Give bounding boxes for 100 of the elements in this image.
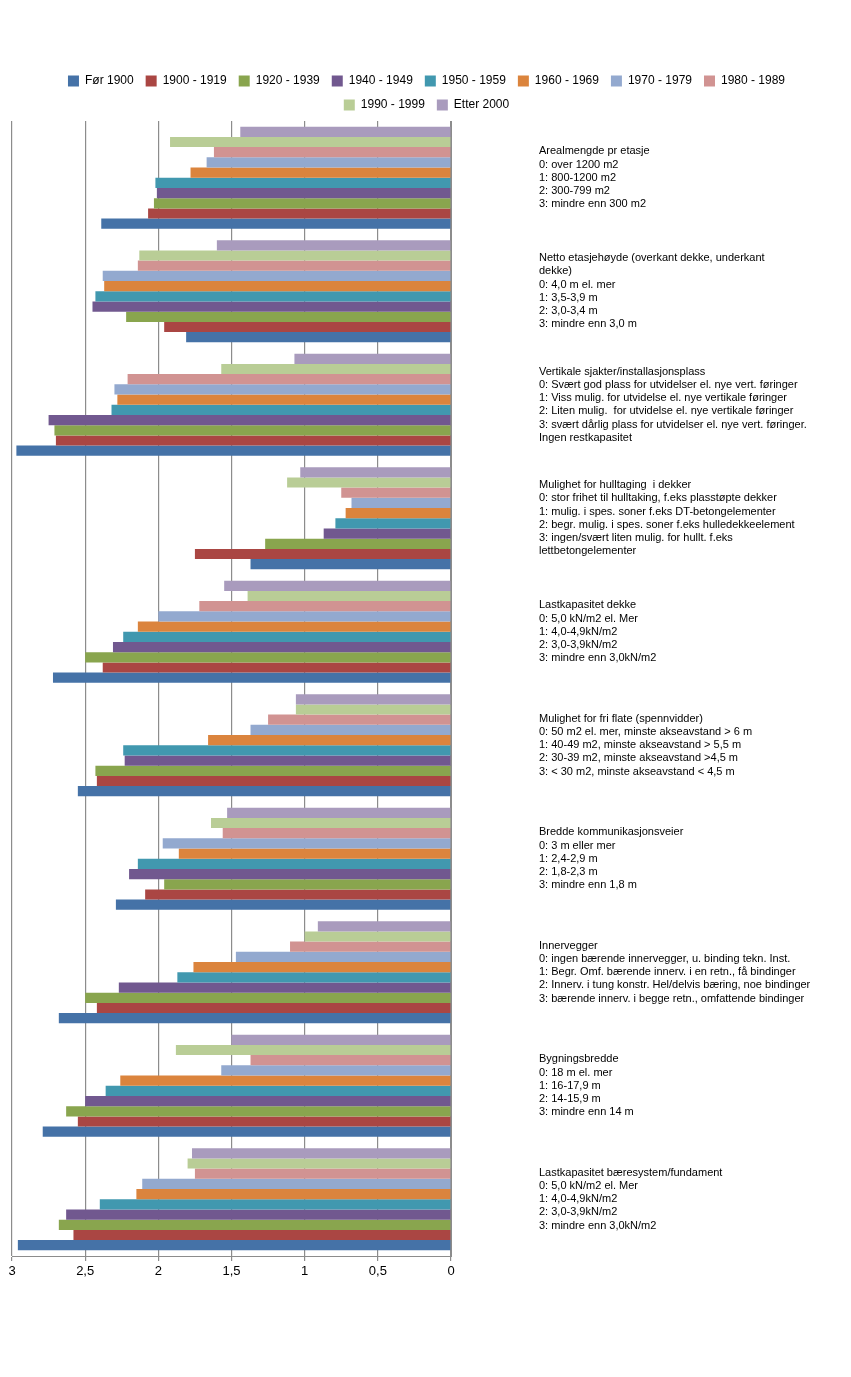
legend-label: 1990 - 1999 <box>360 97 426 112</box>
bar <box>124 755 451 766</box>
bar <box>294 353 451 364</box>
y-tick-label: Innervegger 0: ingen bærende innervegger, u. binding tekn. Inst. 1: Begr. Omf. bærende innerv. i en retn., få bindinger 2: Innerv. i tung konstr. Hel/delvis bæring, noe bindinger 3: bærende innerv. i begge retn., omfattende bindinger <box>539 938 811 1004</box>
x-tick-label: 2 <box>154 1263 162 1279</box>
legend-label: 1960 - 1969 <box>534 73 600 88</box>
bar <box>77 786 451 797</box>
bar <box>345 508 451 519</box>
bar <box>194 548 451 560</box>
bar <box>54 425 451 436</box>
bar <box>250 724 451 736</box>
bar <box>17 1240 451 1251</box>
legend-label: Før 1900 <box>84 73 134 88</box>
bar <box>145 889 451 900</box>
bar <box>222 828 451 839</box>
bar <box>58 1219 451 1230</box>
bar <box>55 435 451 446</box>
bar <box>52 672 451 683</box>
bar <box>77 1116 451 1127</box>
bar <box>137 621 451 632</box>
legend-label: 1900 - 1919 <box>162 73 228 88</box>
bar <box>164 321 451 333</box>
legend-label: Etter 2000 <box>453 97 510 112</box>
x-tick-label: 2,5 <box>76 1263 95 1279</box>
bar <box>85 1095 451 1107</box>
bar <box>304 931 451 942</box>
bar <box>66 1209 451 1220</box>
bar <box>206 157 451 168</box>
bar <box>153 198 451 209</box>
bar <box>208 735 451 746</box>
y-tick-label: Bygningsbredde 0: 18 m el. mer 1: 16-17,9 m 2: 14-15,9 m 3: mindre enn 14 m <box>539 1052 634 1118</box>
bar <box>199 601 451 612</box>
bar <box>117 394 451 405</box>
bar <box>175 1044 451 1056</box>
bar <box>92 301 451 312</box>
bar <box>118 982 451 993</box>
bar <box>48 414 451 426</box>
bar <box>235 951 451 963</box>
bar <box>95 291 451 302</box>
bar <box>287 477 451 488</box>
bar <box>66 1106 451 1117</box>
bar <box>221 363 451 375</box>
bar <box>126 311 451 322</box>
bar <box>178 848 451 859</box>
bar <box>290 941 451 952</box>
bar <box>42 1126 451 1137</box>
y-tick-label: Netto etasjehøyde (overkant dekke, underkant dekke) 0: 4,0 m el. mer 1: 3,5-3,9 m 2: 3,0-3,4 m 3: mindre enn 3,0 m <box>539 251 765 330</box>
bar <box>193 962 451 973</box>
bar <box>300 467 451 478</box>
bar <box>191 1148 451 1159</box>
bar <box>247 590 451 602</box>
bar <box>96 1002 451 1014</box>
bar <box>177 972 451 983</box>
bar <box>227 807 451 818</box>
bar <box>335 518 451 529</box>
bar <box>170 136 451 148</box>
y-tick-label: Vertikale sjakter/installasjonsplass 0: Svært god plass for utvidelser el. nye vert. føringer 1: Viss mulig. for utvidelse el. nye vertikale føringer 2: Liten mulig. for utvidelse el. nye vertikale føringer 3: svært dårlig plass for utvidelser el. nye vert. føringer. Ingen restkapasitet <box>539 364 807 443</box>
bar <box>295 704 451 715</box>
bar <box>127 374 451 385</box>
bar <box>85 992 451 1003</box>
bar <box>216 240 451 251</box>
bar <box>137 260 451 271</box>
bar <box>317 921 451 932</box>
bar <box>129 868 451 880</box>
bar <box>295 694 451 705</box>
y-tick-label: Lastkapasitet dekke 0: 5,0 kN/m2 el. Mer 1: 4,0-4,9kN/m2 2: 3,0-3,9kN/m2 3: mindre enn 3,0kN/m2 <box>539 598 657 664</box>
bar <box>265 538 451 549</box>
bar <box>123 745 451 756</box>
x-tick-label: 1,5 <box>222 1263 241 1279</box>
bar <box>104 281 451 292</box>
bar <box>73 1229 451 1241</box>
bar <box>123 631 451 642</box>
bar <box>341 487 451 498</box>
bar <box>142 1178 451 1190</box>
x-tick-label: 0 <box>447 1263 455 1279</box>
bar <box>101 218 451 229</box>
legend-label: 1940 - 1949 <box>348 73 414 88</box>
bar <box>112 641 451 653</box>
bar <box>158 611 451 622</box>
y-tick-label: Lastkapasitet bæresystem/fundament 0: 5,0 kN/m2 el. Mer 1: 4,0-4,9kN/m2 2: 3,0-3,9kN/m2 3: mindre enn 3,0kN/m2 <box>539 1165 723 1231</box>
y-tick-label: Arealmengde pr etasje 0: over 1200 m2 1: 800-1200 m2 2: 300-799 m2 3: mindre enn 300 m2 <box>539 144 650 210</box>
legend-label: 1920 - 1939 <box>255 73 321 88</box>
bar <box>231 1034 451 1045</box>
bar <box>58 1013 451 1024</box>
bar <box>102 662 451 673</box>
bar <box>250 1055 451 1066</box>
bar <box>85 652 451 663</box>
bar <box>250 559 451 570</box>
bar <box>323 528 451 539</box>
x-tick-label: 1 <box>301 1263 309 1279</box>
legend-label: 1970 - 1979 <box>627 73 693 88</box>
bar <box>187 1158 451 1169</box>
bar <box>211 817 451 829</box>
bar <box>105 1085 451 1096</box>
bar <box>137 858 451 869</box>
bar <box>96 775 451 787</box>
bar <box>221 1065 451 1076</box>
bar <box>190 167 451 178</box>
bar <box>120 1075 451 1086</box>
bar <box>136 1189 451 1200</box>
